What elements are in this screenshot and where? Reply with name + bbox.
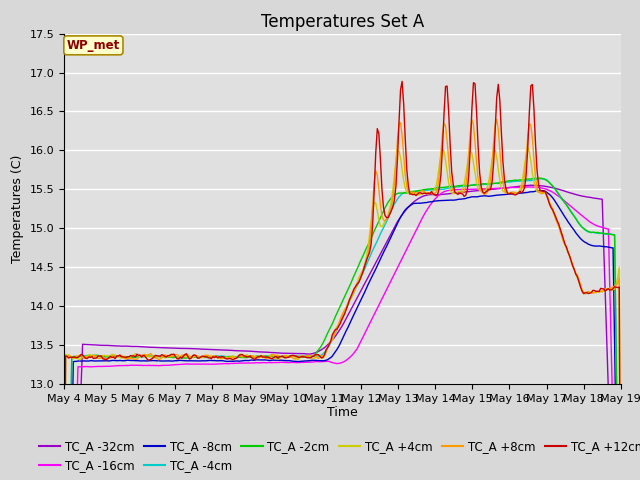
Y-axis label: Temperatures (C): Temperatures (C) — [11, 155, 24, 263]
Title: Temperatures Set A: Temperatures Set A — [260, 12, 424, 31]
X-axis label: Time: Time — [327, 407, 358, 420]
Text: WP_met: WP_met — [67, 39, 120, 52]
Legend: TC_A -32cm, TC_A -16cm, TC_A -8cm, TC_A -4cm, TC_A -2cm, TC_A +4cm, TC_A +8cm, T: TC_A -32cm, TC_A -16cm, TC_A -8cm, TC_A … — [34, 435, 640, 477]
